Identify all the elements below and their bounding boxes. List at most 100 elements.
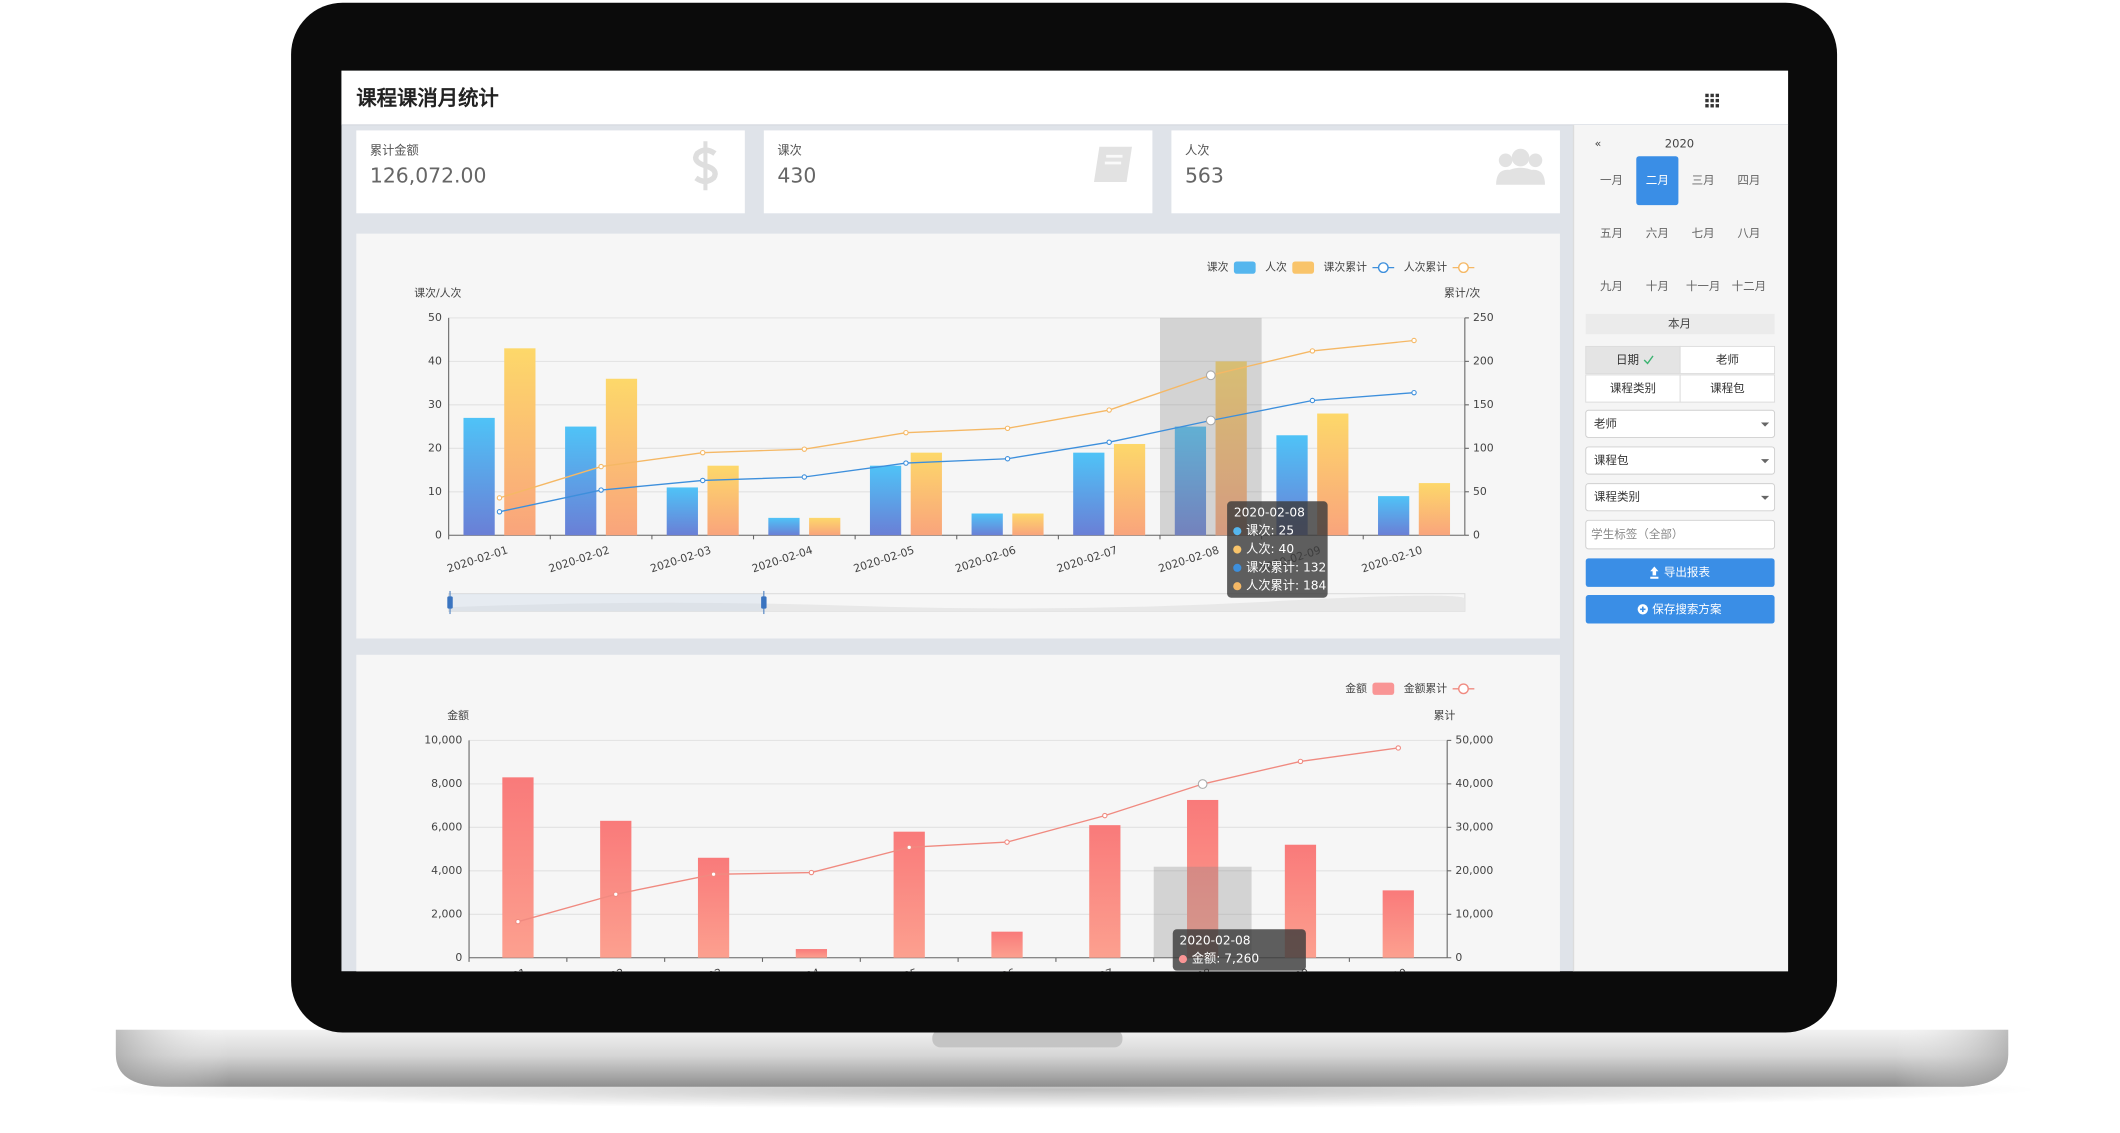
select-label: 课程包 (1594, 453, 1629, 467)
legend-label: 课次 (1207, 260, 1229, 274)
month-cell[interactable]: 十一月 (1686, 279, 1721, 293)
filter-tab[interactable]: 日期 (1585, 345, 1681, 375)
stat-label: 人次 (1185, 143, 1209, 157)
bar (565, 426, 597, 536)
legend-item[interactable]: 人次累计 (1404, 260, 1475, 274)
chart-panel (356, 233, 1560, 639)
select-box[interactable]: 课程类别 (1585, 483, 1776, 512)
month-cell[interactable]: 五月 (1600, 226, 1623, 240)
y-tick-label: 20 (428, 441, 442, 454)
legend-item[interactable]: 人次 (1265, 260, 1315, 274)
stat-label: 累计金额 (370, 142, 419, 157)
legend-swatch (1233, 261, 1256, 274)
month-cell[interactable]: 六月 (1646, 226, 1669, 240)
bar (1382, 890, 1414, 958)
y-tick-label: 0 (435, 528, 442, 541)
tab-label: 日期 (1616, 353, 1639, 367)
filter-tab[interactable]: 课程类别 (1585, 374, 1681, 403)
tag-input-bg[interactable] (1585, 519, 1776, 550)
month-cell[interactable]: 二月 (1636, 156, 1679, 206)
month-cell[interactable]: 十二月 (1732, 279, 1767, 293)
legend-item[interactable]: 课次 (1207, 260, 1256, 274)
tab-bg (1679, 345, 1776, 375)
y-tick-label: 50 (428, 311, 442, 324)
card-icon (693, 141, 718, 191)
month-cell[interactable]: 八月 (1737, 226, 1760, 240)
y2-tick-label: 10,000 (1455, 907, 1493, 920)
line-point (1411, 337, 1417, 344)
tooltip-box (1227, 501, 1328, 598)
people-icon-head (1498, 153, 1513, 168)
y2-tick-label: 150 (1473, 398, 1494, 411)
bar (502, 777, 534, 958)
legend-swatch-dot (1377, 262, 1389, 274)
stat-value: 430 (777, 164, 816, 188)
data-zoom-slider[interactable] (447, 590, 1466, 615)
line-point (515, 918, 521, 925)
action-button[interactable]: 保存搜索方案 (1585, 595, 1775, 624)
tooltip-dot (1233, 545, 1242, 554)
line-point (1297, 758, 1304, 765)
bar (1378, 496, 1410, 536)
month-selected-bg (1636, 156, 1679, 206)
bar (707, 465, 739, 536)
laptop-base-edge (115, 1029, 2009, 1087)
apps-icon[interactable] (1705, 93, 1720, 108)
line-point (1205, 415, 1216, 426)
filter-tab[interactable]: 课程包 (1679, 374, 1776, 403)
line-point (496, 495, 503, 501)
month-cell[interactable]: 三月 (1692, 173, 1715, 187)
bar (1113, 443, 1146, 536)
bar (605, 378, 638, 536)
line-point (699, 477, 706, 484)
line-point (801, 446, 808, 452)
select-box[interactable]: 老师 (1585, 409, 1776, 438)
action-button[interactable]: 导出报表 (1585, 558, 1775, 587)
legend-label: 人次 (1265, 260, 1287, 274)
bar (463, 417, 495, 536)
line-point (906, 844, 912, 851)
legend-item[interactable]: 金额 (1345, 681, 1395, 695)
bar (600, 820, 632, 958)
button-bg (1585, 558, 1775, 587)
legend-swatch-dot (1458, 262, 1469, 274)
tooltip: 2020-02-08 课次: 25 人次: 40 课次累计: 132 人次累计: 184 (1227, 501, 1328, 598)
month-label: 十二月 (1732, 279, 1767, 293)
stat-value: 126,072.00 (370, 164, 487, 188)
select-label: 老师 (1594, 416, 1617, 430)
tab-label: 老师 (1716, 353, 1739, 367)
line-point (1106, 439, 1112, 445)
bar (1089, 825, 1121, 958)
stat-card (1171, 130, 1560, 214)
laptop-notch (932, 1029, 1123, 1048)
button-label: 导出报表 (1664, 565, 1711, 579)
line-point (598, 463, 604, 470)
stat-card (763, 130, 1153, 214)
month-cell[interactable]: 十月 (1646, 279, 1669, 293)
month-cell[interactable]: 九月 (1600, 279, 1623, 293)
legend-item[interactable]: 金额累计 (1404, 681, 1475, 695)
bar (991, 931, 1023, 958)
select-bg (1585, 483, 1776, 512)
slider-handle (447, 596, 453, 609)
bar (666, 487, 698, 536)
month-cell[interactable]: 七月 (1692, 226, 1715, 240)
tab-bg (1679, 374, 1776, 403)
legend-item[interactable]: 课次累计 (1324, 260, 1395, 274)
line-point (598, 487, 604, 493)
line-series (499, 339, 1415, 499)
y-tick-label: 10,000 (424, 733, 462, 746)
y2-tick-label: 200 (1473, 354, 1494, 367)
current-month[interactable]: 本月 (1668, 317, 1691, 331)
month-label: 十月 (1646, 279, 1669, 293)
month-cell[interactable]: 四月 (1737, 173, 1760, 187)
tooltip-dot (1178, 955, 1188, 964)
filter-tab[interactable]: 老师 (1679, 345, 1776, 375)
line-point (808, 869, 815, 876)
month-cell[interactable]: 一月 (1600, 173, 1623, 187)
year-prev[interactable]: « (1595, 137, 1602, 150)
select-box[interactable]: 课程包 (1585, 446, 1776, 475)
button-label: 保存搜索方案 (1652, 602, 1722, 616)
y-axis-name: 课次/人次 (414, 285, 461, 299)
